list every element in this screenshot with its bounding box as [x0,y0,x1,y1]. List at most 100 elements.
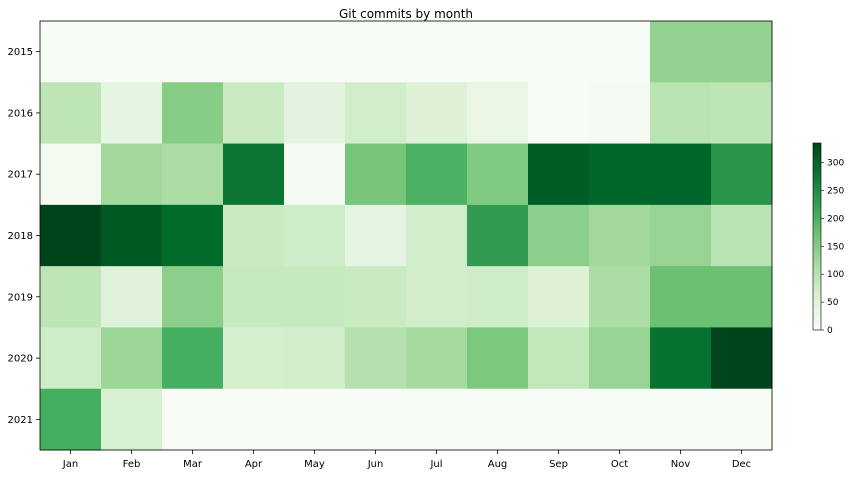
heatmap-cell [650,266,712,328]
heatmap-cell [284,82,346,145]
chart-title: Git commits by month [339,7,473,21]
heatmap-cell [40,82,102,145]
colorbar-segment [813,286,821,290]
colorbar-frame [812,142,822,331]
y-tick-label: 2015 [8,47,33,58]
heatmap-cell [406,266,468,328]
colorbar-segment [813,258,821,262]
colorbar-segment [813,158,821,163]
heatmap-cell [223,388,285,451]
colorbar-tick-label: 200 [827,214,844,224]
x-tick-label: Mar [183,459,203,470]
colorbar-segment [813,295,821,300]
heatmap-cell [406,388,468,451]
heatmap-cell [345,204,407,267]
x-tick-label: Jan [62,459,78,470]
heatmap-cell [223,204,285,267]
heatmap-cell [101,21,163,83]
colorbar-segment [813,155,821,159]
heatmap-cell [528,21,590,83]
colorbar-segment [813,146,821,150]
colorbar-segment [813,202,821,206]
heatmap-cell [345,388,407,451]
colorbar-segment [813,236,821,241]
colorbar-segment [813,248,821,253]
colorbar-segment [813,189,821,194]
heatmap-cell [589,327,651,390]
colorbar-segment [813,214,821,219]
y-tick-label: 2017 [8,170,33,181]
heatmap-cell [467,388,529,451]
colorbar-segment [813,267,821,272]
heatmap-cell [711,327,773,390]
colorbar-segment [813,270,821,275]
heatmap-cell [589,266,651,328]
colorbar-segment [813,245,821,250]
colorbar-segment [813,167,821,172]
colorbar-tick-label: 250 [827,186,844,196]
heatmap-cell [101,388,163,451]
colorbar-tick-label: 150 [827,242,844,252]
colorbar-segment [813,217,821,222]
colorbar-segment [813,149,821,153]
colorbar-segment [813,233,821,237]
colorbar-segment [813,186,821,191]
colorbar-segment [813,239,821,244]
colorbar: 0 50 100 150 200 250 300 [812,142,844,336]
heatmap-cell [345,143,407,206]
heatmap-cell [711,21,773,83]
heatmap-cell [406,204,468,267]
colorbar-segment [813,326,821,331]
heatmap-cell [40,21,102,83]
colorbar-segment [813,208,821,212]
colorbar-segment [813,292,821,297]
heatmap-cell [162,204,224,267]
heatmap-cell [101,143,163,206]
heatmap-cell [467,143,529,206]
colorbar-segment [813,255,821,259]
colorbar-segment [813,224,821,228]
colorbar-segment [813,174,821,178]
colorbar-segment [813,298,821,303]
heatmap-cell [589,21,651,83]
heatmap-cell [40,143,102,206]
heatmap-cell [345,327,407,390]
heatmap-cell [101,82,163,145]
colorbar-segment [813,220,821,225]
heatmap-cell [40,266,102,328]
x-tick-label: Sep [549,459,568,470]
heatmap-cell [284,266,346,328]
colorbar-segment [813,205,821,209]
heatmap-cell [528,327,590,390]
heatmap-cell [40,327,102,390]
colorbar-segment [813,227,821,231]
heatmap-cell [162,82,224,145]
colorbar-segment [813,261,821,265]
colorbar-segment [813,320,821,325]
heatmap-cell [467,21,529,83]
colorbar-tick-label: 300 [827,159,844,169]
colorbar-tick-label: 50 [827,298,839,308]
x-axis: Jan Feb Mar Apr May Jun Jul Aug Sep Oct Nov Dec [62,450,751,470]
heatmap-cell [528,388,590,451]
heatmap-cell [467,266,529,328]
heatmap-cell [223,266,285,328]
heatmap-cell [40,204,102,267]
heatmap-cell [162,266,224,328]
heatmap-cell [101,327,163,390]
colorbar-segment [813,317,821,322]
x-tick-label: Nov [671,459,691,470]
heatmap-cell [284,327,346,390]
x-tick-label: Jul [429,459,442,470]
heatmap-cell [528,143,590,206]
heatmap-cell [589,82,651,145]
heatmap-cell [467,82,529,145]
x-tick-label: Dec [732,459,751,470]
colorbar-segment [813,280,821,284]
colorbar-segment [813,164,821,169]
heatmap-cell [223,143,285,206]
colorbar-segment [813,289,821,293]
y-axis: 2015 2016 2017 2018 2019 2020 2021 [8,47,40,426]
heatmap-cell [223,327,285,390]
heatmap-cell [467,204,529,267]
